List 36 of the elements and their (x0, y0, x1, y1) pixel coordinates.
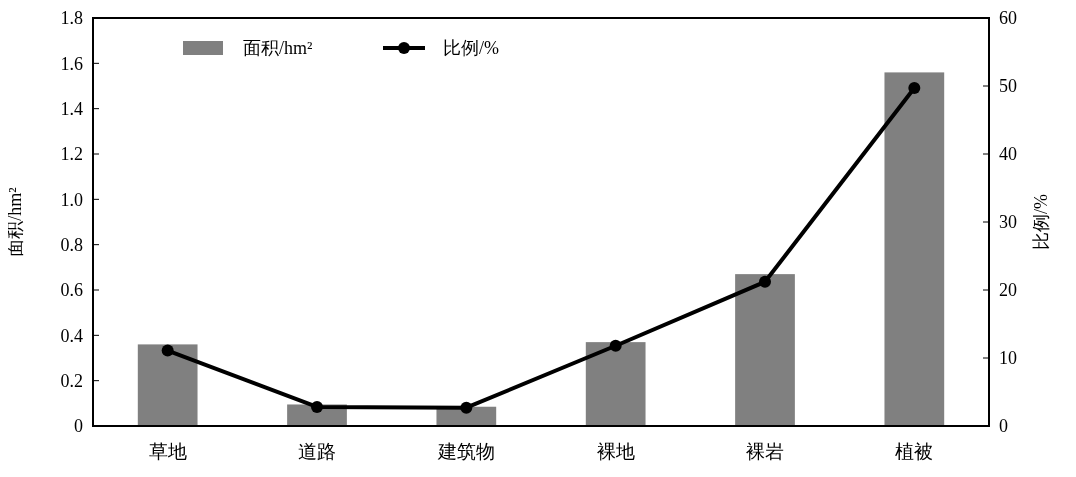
bar (884, 72, 945, 426)
point (908, 82, 921, 95)
legend-label: 面积/hm² (243, 38, 313, 59)
y-tick-label: 0.4 (60, 325, 83, 346)
x-tick-label: 建筑物 (436, 441, 495, 462)
point (311, 400, 323, 413)
y-tick-label: 1.4 (60, 98, 83, 119)
point (759, 275, 771, 288)
x-tick-label: 裸地 (596, 441, 635, 462)
x-tick-label: 草地 (148, 441, 187, 462)
y2-tick-label: 20 (999, 280, 1017, 301)
x-tick-label: 植被 (895, 441, 934, 462)
y-tick-label: 1.0 (60, 189, 83, 210)
y-tick-label: 0 (74, 416, 83, 437)
bar (585, 342, 646, 426)
y-tick-label: 0.2 (60, 370, 83, 391)
point (609, 339, 622, 352)
legend-label: 比例/% (443, 38, 499, 59)
y2-tick-label: 0 (999, 416, 1008, 437)
x-tick-label: 裸岩 (746, 441, 784, 462)
y-tick-label: 0.6 (60, 280, 83, 301)
point (460, 401, 473, 414)
bar (137, 344, 198, 426)
y-tick-label: 1.6 (60, 53, 83, 74)
point (161, 344, 174, 357)
y2-tick-label: 40 (999, 144, 1017, 165)
y2-tick-label: 30 (999, 212, 1017, 233)
y2-axis-title: 比例/% (1031, 194, 1051, 250)
x-tick-label: 道路 (298, 441, 336, 462)
y-tick-label: 1.8 (60, 8, 83, 29)
y2-tick-label: 60 (999, 8, 1017, 29)
y2-tick-label: 10 (999, 348, 1017, 369)
y-tick-label: 1.2 (60, 144, 83, 165)
y2-tick-label: 50 (999, 76, 1017, 97)
bar (735, 274, 795, 426)
y-tick-label: 0.8 (60, 234, 83, 255)
